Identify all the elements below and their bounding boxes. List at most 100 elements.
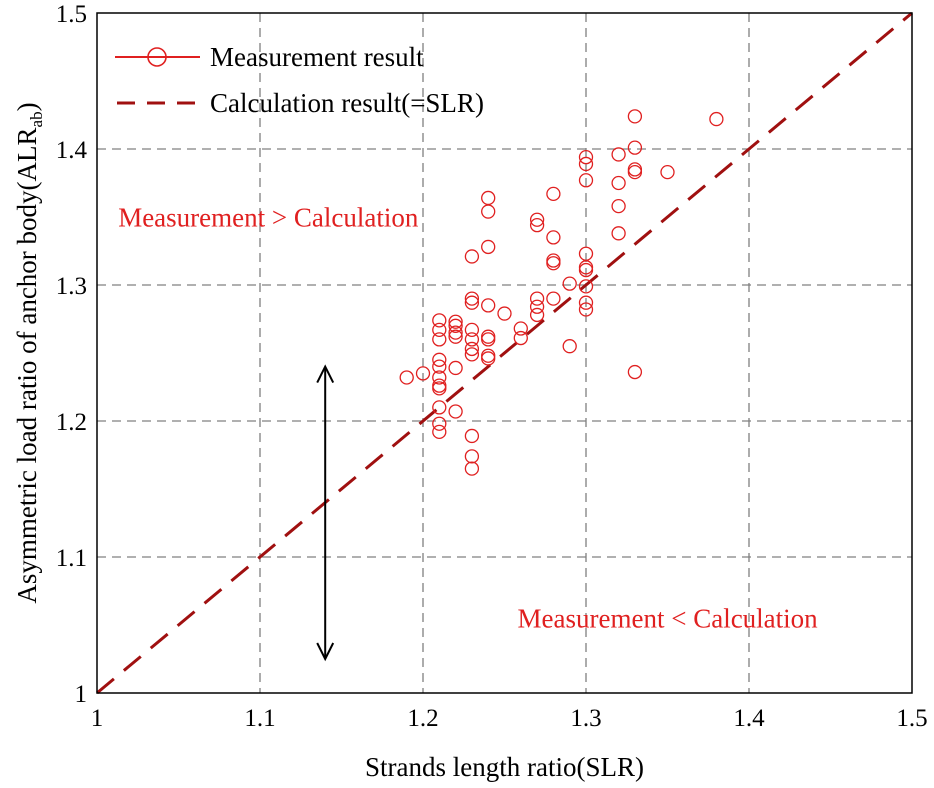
measurement-point bbox=[562, 339, 577, 354]
double-arrow bbox=[316, 364, 335, 662]
y-tick-label: 1.2 bbox=[56, 409, 87, 436]
measurement-point bbox=[432, 370, 447, 385]
measurement-point bbox=[529, 218, 545, 233]
y-tick-label: 1.4 bbox=[56, 137, 88, 164]
arrow-head-bottom bbox=[316, 642, 335, 662]
measurement-point bbox=[464, 449, 480, 464]
measurement-point bbox=[529, 299, 545, 314]
measurement-point bbox=[464, 341, 480, 357]
measurement-point bbox=[497, 306, 512, 321]
measurement-point bbox=[546, 253, 561, 268]
measurement-point bbox=[513, 321, 528, 336]
measurement-point bbox=[464, 428, 480, 444]
y-tick-label: 1.5 bbox=[56, 1, 87, 28]
plot-frame bbox=[96, 12, 913, 694]
measurement-point bbox=[448, 314, 463, 329]
y-axis-title: Asymmetric load ratio of anchor body(ALR… bbox=[12, 102, 46, 603]
measurement-point bbox=[432, 400, 447, 415]
arrow-head-top bbox=[316, 364, 335, 384]
measurement-point bbox=[415, 366, 431, 381]
y-tick-label: 1.1 bbox=[56, 545, 87, 572]
measurement-point bbox=[464, 295, 480, 310]
measurement-point bbox=[513, 330, 528, 346]
measurement-point bbox=[627, 162, 643, 177]
measurement-point bbox=[481, 190, 496, 206]
measurement-points bbox=[399, 109, 724, 476]
measurement-point bbox=[432, 352, 447, 367]
measurement-point bbox=[546, 256, 561, 271]
measurement-point bbox=[611, 147, 626, 162]
measurement-point bbox=[546, 291, 561, 306]
measurement-point bbox=[529, 307, 545, 323]
x-tick-label: 1.3 bbox=[570, 705, 601, 732]
measurement-point bbox=[481, 332, 496, 347]
x-tick-label: 1.5 bbox=[896, 705, 927, 732]
y-axis-title-main: Asymmetric load ratio of anchor body(ALR bbox=[12, 127, 42, 603]
measurement-point bbox=[432, 378, 447, 393]
legend-calculation-label: Calculation result(=SLR) bbox=[210, 88, 484, 118]
calculation-line bbox=[96, 11, 913, 695]
measurement-point bbox=[578, 279, 594, 294]
measurement-point bbox=[578, 156, 594, 172]
measurement-point bbox=[709, 111, 724, 127]
measurement-point bbox=[660, 164, 675, 180]
grid-lines bbox=[97, 13, 912, 693]
measurement-point bbox=[432, 381, 447, 396]
measurement-point bbox=[481, 348, 496, 363]
measurement-point bbox=[464, 291, 480, 306]
measurement-point bbox=[399, 370, 414, 385]
legend: Measurement result Calculation result(=S… bbox=[115, 42, 484, 118]
measurement-point bbox=[611, 226, 626, 241]
measurement-point bbox=[611, 175, 626, 191]
measurement-point bbox=[481, 239, 496, 255]
y-tick-label: 1 bbox=[75, 681, 88, 708]
x-tick-label: 1.2 bbox=[407, 705, 438, 732]
measurement-point bbox=[432, 416, 447, 431]
calculation-line-layer bbox=[96, 11, 913, 695]
measurement-point bbox=[627, 109, 643, 124]
y-tick-label: 1.3 bbox=[56, 273, 87, 300]
measurement-point bbox=[448, 325, 463, 340]
measurement-point bbox=[578, 302, 594, 317]
measurement-point bbox=[432, 322, 447, 338]
annotation-measurement-less: Measurement < Calculation bbox=[518, 604, 819, 634]
measurement-point bbox=[562, 276, 577, 291]
measurement-point bbox=[611, 198, 626, 214]
measurement-point bbox=[481, 329, 496, 344]
annotation-measurement-greater: Measurement > Calculation bbox=[118, 203, 419, 233]
measurement-point bbox=[432, 332, 447, 347]
measurement-point bbox=[464, 347, 480, 362]
measurement-point bbox=[432, 424, 447, 440]
measurement-point bbox=[546, 230, 561, 245]
measurement-point bbox=[432, 313, 447, 328]
x-tick-label: 1.4 bbox=[733, 705, 765, 732]
measurement-point bbox=[578, 150, 594, 165]
x-tick-label: 1.1 bbox=[244, 705, 275, 732]
measurement-point bbox=[578, 173, 594, 188]
y-axis-title-close: ) bbox=[12, 102, 42, 111]
measurement-point bbox=[627, 140, 643, 155]
measurement-point bbox=[481, 298, 496, 313]
measurement-point bbox=[464, 322, 480, 338]
measurement-point bbox=[578, 262, 594, 278]
measurement-point bbox=[578, 295, 594, 310]
measurement-point bbox=[448, 318, 463, 333]
legend-measurement-marker bbox=[147, 47, 167, 67]
measurement-point bbox=[448, 360, 463, 376]
tick-labels: 1 1.1 1.2 1.3 1.4 1.5 1 1.1 1.2 1.3 1.4 1.5 bbox=[56, 1, 928, 732]
measurement-point bbox=[481, 351, 496, 366]
measurement-point bbox=[546, 186, 561, 202]
x-tick-label: 1 bbox=[91, 705, 104, 732]
y-axis-title-subscript: ab bbox=[27, 111, 46, 127]
measurement-point bbox=[432, 359, 447, 374]
measurement-point bbox=[464, 249, 480, 264]
measurement-point bbox=[529, 212, 545, 227]
legend-measurement-label: Measurement result bbox=[210, 42, 424, 72]
measurement-point bbox=[627, 164, 643, 180]
measurement-point bbox=[464, 332, 480, 347]
measurement-point bbox=[448, 404, 463, 419]
measurement-point bbox=[448, 329, 463, 344]
measurement-point bbox=[627, 364, 643, 380]
measurement-point bbox=[464, 461, 480, 476]
